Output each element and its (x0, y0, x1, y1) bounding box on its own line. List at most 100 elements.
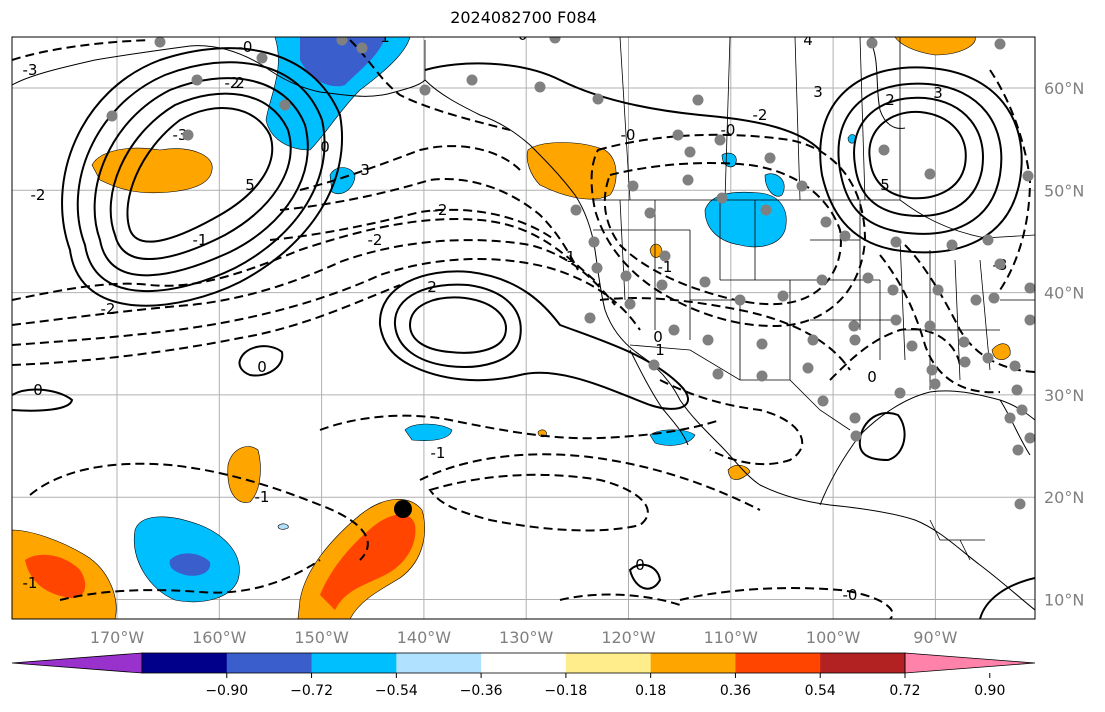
station-dot (756, 338, 768, 350)
shade-region-blue-gulf (265, 37, 411, 151)
coastline-alaska (12, 45, 426, 97)
contour-label: 3 (360, 161, 370, 179)
colorbar-segment (396, 653, 482, 673)
colorbar-tick-label: 0.18 (635, 683, 666, 699)
station-dot (182, 129, 194, 141)
station-dot (802, 362, 814, 374)
colorbar-segment (481, 653, 567, 673)
contour-label: 3 (933, 84, 943, 102)
station-dot (716, 192, 728, 204)
colorbar-segment (650, 653, 736, 673)
shade-region-blue-rockies-c (764, 173, 785, 197)
station-dot (988, 292, 1000, 304)
station-dot (336, 37, 348, 46)
station-dot (862, 272, 874, 284)
contour-solid-subtropical-3 (378, 270, 690, 410)
contour-label: -1 (561, 248, 576, 266)
contour-label: 0 (257, 358, 267, 376)
contour-label: 0 (653, 328, 663, 346)
station-dot (924, 168, 936, 180)
contour-dashed-interior-1 (603, 162, 842, 306)
station-dot (890, 314, 902, 326)
station-dot (970, 294, 982, 306)
contour-label: -0 (238, 38, 253, 56)
contour-label: 4 (803, 31, 813, 49)
station-dot (627, 180, 639, 192)
colorbar-frame (141, 652, 906, 674)
station-dot (924, 320, 936, 332)
colorbar-tick-label: 0.54 (805, 683, 836, 699)
contour-dashed-se-2 (904, 244, 1035, 373)
station-dot (958, 336, 970, 348)
colorbar-tick-label: −0.18 (544, 683, 587, 699)
station-dot (764, 152, 776, 164)
colorbar-tick-label: 0.72 (889, 683, 920, 699)
station-dot (817, 395, 829, 407)
colorbar-tick-label: −0.72 (290, 683, 333, 699)
station-dot (796, 180, 808, 192)
station-dot (624, 298, 636, 310)
station-dot (1024, 314, 1035, 326)
contour-label: -0 (513, 26, 528, 44)
station-dot (656, 279, 668, 291)
contour-solid-north (424, 62, 821, 151)
contour-label: -3 (173, 126, 188, 144)
station-dot (692, 94, 704, 106)
station-dot (191, 74, 203, 86)
lon-label: 90°W (913, 628, 957, 647)
lon-label: 150°W (294, 628, 349, 647)
contour-label: 0 (33, 381, 43, 399)
border-us-canada (593, 199, 1035, 239)
contour-label: -2 (753, 106, 768, 124)
lat-label: 10°N (1044, 591, 1084, 610)
colorbar-segment (565, 653, 652, 673)
contour-labels: -0-2-3-3-2325-10-2-2-23-22-000-10-1-10-0… (23, 26, 1008, 604)
colorbar-tick-label: 0.90 (974, 683, 1005, 699)
contour-solid-bering-4 (76, 61, 326, 293)
station-dot (807, 334, 819, 346)
station-dot (668, 324, 680, 336)
colorbar-segment (820, 653, 906, 673)
contour-dashed-pacific-4 (12, 284, 401, 366)
station-dot (702, 334, 714, 346)
contour-dashed-interior-2 (590, 133, 867, 327)
contour-dashed-gulf-1 (299, 145, 521, 191)
contour-label: -1 (23, 574, 38, 592)
contour-dashed-south (679, 587, 894, 619)
contour-label: 0 (320, 138, 330, 156)
lat-label: 50°N (1044, 181, 1084, 200)
map-frame (11, 36, 1036, 620)
station-dot (932, 284, 944, 296)
station-dot (994, 258, 1006, 270)
lat-label: 40°N (1044, 284, 1084, 303)
station-dot (894, 387, 906, 399)
station-dot (592, 93, 604, 105)
contour-solid-hudson-3 (837, 82, 1003, 235)
colorbar-segment (142, 653, 228, 673)
coastline-gulf-mexico (819, 390, 1035, 506)
contour-dashed-gulf-3 (269, 208, 556, 241)
colorbar-tick-label: −0.36 (460, 683, 503, 699)
station-dot (712, 368, 724, 380)
station-dot (959, 356, 971, 368)
station-dot (682, 174, 694, 186)
contour-label: -0 (621, 126, 636, 144)
colorbar-segment (311, 653, 397, 673)
station-dot (106, 110, 118, 122)
contour-dashed-south-b (559, 593, 681, 606)
lat-label: 30°N (1044, 386, 1084, 405)
map-area: -0-2-3-3-2325-10-2-2-23-22-000-10-1-10-0… (12, 26, 1035, 619)
station-dot (929, 378, 941, 390)
contour-label: -2 (31, 186, 46, 204)
station-dot (926, 364, 938, 376)
coastline-florida (999, 399, 1031, 456)
shade-region-orange-utah (649, 243, 663, 258)
lon-label: 100°W (806, 628, 861, 647)
colorbar-segment (226, 653, 313, 673)
station-dot (591, 262, 603, 274)
station-dot (699, 276, 711, 288)
contour-label: 1 (380, 28, 390, 46)
contour-lines (12, 47, 1035, 619)
shade-region-orange-mexico (727, 464, 751, 480)
